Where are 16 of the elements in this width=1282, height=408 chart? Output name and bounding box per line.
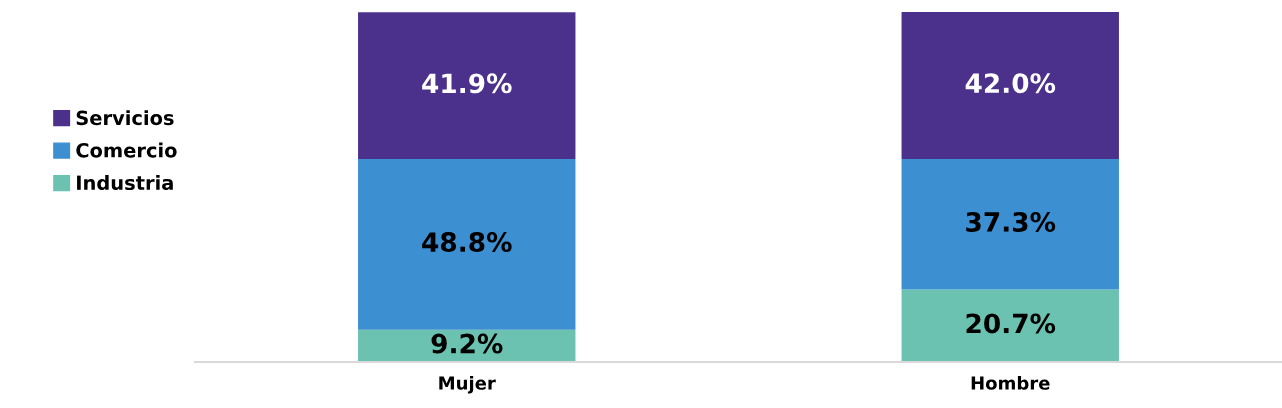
legend-label: Comercio [76,142,177,158]
bar [358,12,576,159]
legend-label: Industria [77,175,173,191]
data-label: 37.3% [966,211,1056,232]
x-tick-label: Mujer [439,375,496,394]
data-label: 42.0% [965,73,1056,94]
legend-label: Servicios [76,110,174,126]
x-tick-label: Hombre [971,375,1050,390]
bar [358,159,576,330]
data-label: 41.9% [422,73,512,94]
data-label: 9.2% [431,333,503,354]
data-label: 48.8% [422,232,512,253]
bar [901,12,1119,159]
data-label: 20.7% [966,313,1056,334]
bar [901,289,1119,362]
bar [901,159,1119,290]
